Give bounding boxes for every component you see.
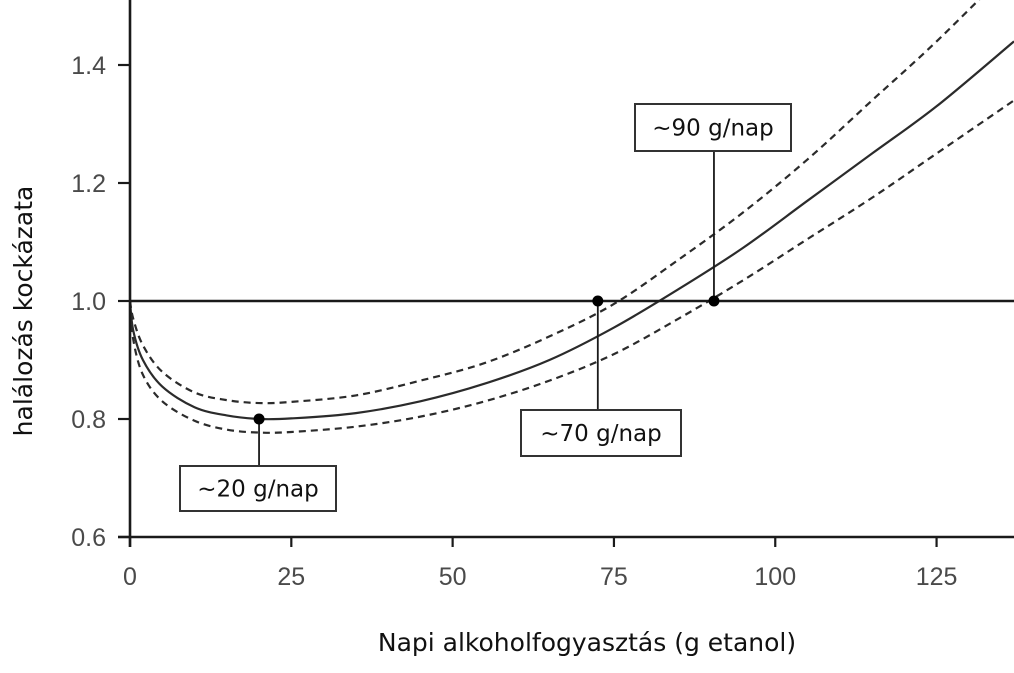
callout-point-marker: [253, 413, 265, 425]
x-tick-label: 75: [600, 563, 628, 591]
y-tick-label: 0.8: [71, 406, 106, 434]
callout-label: ~20 g/nap: [197, 477, 318, 503]
y-tick-label: 1.0: [71, 288, 106, 316]
series-lines: [130, 0, 1014, 434]
callout-box: [520, 409, 682, 457]
x-tick-label: 25: [277, 563, 305, 591]
annotation-callout: ~90 g/nap: [634, 103, 792, 307]
x-tick-label: 50: [439, 563, 467, 591]
annotation-callout: ~70 g/nap: [520, 295, 682, 457]
callout-box: [179, 465, 337, 512]
annotations: ~20 g/nap ~70 g/nap ~90 g/nap: [179, 103, 792, 512]
y-axis-title: halálozás kockázata: [9, 186, 38, 437]
x-tick-label: 100: [754, 563, 796, 591]
callout-label: ~90 g/nap: [652, 116, 773, 142]
callout-label: ~70 g/nap: [540, 421, 661, 447]
callout-point-marker: [708, 295, 720, 307]
annotation-callout: ~20 g/nap: [179, 413, 337, 512]
x-axis-title: Napi alkoholfogyasztás (g etanol): [378, 628, 796, 657]
x-tick-label: 125: [916, 563, 958, 591]
series-line-main: [130, 40, 1014, 421]
axes: 0.6 0.8 1.0 1.2 1.4 0 25 50 75 100 125: [71, 0, 1014, 591]
series-line-ci-2: [130, 99, 1014, 434]
y-tick-label: 1.4: [71, 52, 106, 80]
y-tick-label: 1.2: [71, 170, 106, 198]
series-line-ci-1: [130, 0, 981, 405]
x-tick-label: 0: [123, 563, 137, 591]
callout-point-marker: [592, 295, 604, 307]
y-tick-label: 0.6: [71, 524, 106, 552]
callout-box: [634, 103, 792, 152]
